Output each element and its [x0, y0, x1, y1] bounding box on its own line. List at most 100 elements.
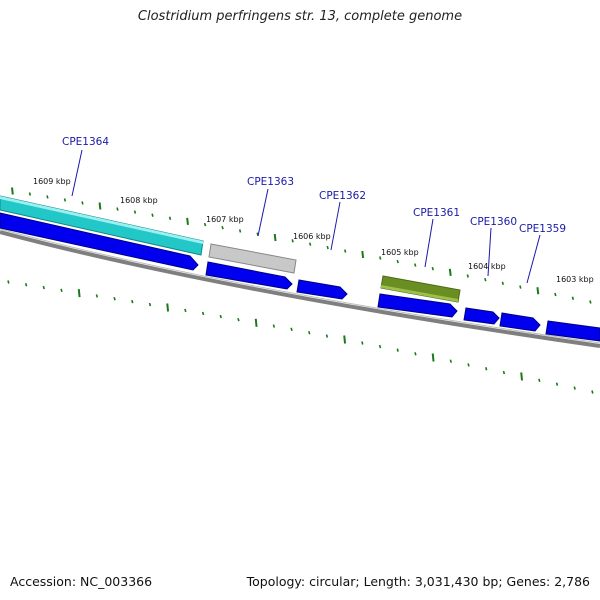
minor-tick: [46, 195, 49, 199]
major-tick: [11, 187, 14, 195]
minor-tick: [272, 324, 276, 328]
major-tick: [536, 287, 540, 295]
minor-tick: [378, 344, 382, 349]
major-tick: [77, 289, 81, 298]
major-tick: [273, 233, 277, 242]
tick-label-1603: 1603 kbp: [556, 275, 594, 284]
genome-backbone: [0, 230, 600, 348]
gene-label-cpe1361[interactable]: CPE1361: [413, 207, 460, 219]
map-title: Clostridium perfringens str. 13, complet…: [137, 9, 463, 24]
minor-tick: [466, 274, 469, 278]
minor-tick: [485, 367, 488, 371]
minor-tick: [184, 308, 187, 313]
minor-tick: [113, 297, 116, 301]
minor-tick: [414, 352, 417, 356]
minor-tick: [538, 378, 541, 383]
minor-tick: [555, 382, 559, 386]
cds-arrow-cpe1360[interactable]: [463, 307, 500, 325]
minor-tick: [95, 294, 99, 298]
minor-tick: [484, 277, 487, 282]
major-tick: [431, 353, 435, 362]
minor-tick: [42, 285, 45, 290]
minor-tick: [148, 302, 152, 307]
leader-cpe1364: [71, 149, 83, 197]
cds-arrow-cpe1364[interactable]: [0, 212, 199, 271]
minor-tick: [379, 256, 382, 260]
minor-tick: [467, 363, 470, 367]
minor-tick: [431, 266, 434, 271]
major-tick: [254, 318, 258, 327]
tick-label-1607: 1607 kbp: [206, 215, 244, 224]
cds-arrow-cpe1363[interactable]: [205, 261, 293, 290]
minor-tick: [151, 213, 154, 217]
cds-arrow-cpe1361[interactable]: [377, 293, 458, 318]
minor-tick: [221, 226, 224, 230]
minor-tick: [589, 300, 592, 304]
minor-tick: [396, 259, 399, 264]
minor-tick: [219, 314, 222, 319]
gene-bar-cpe1361-shade: [381, 285, 458, 302]
minor-tick: [238, 229, 242, 233]
minor-tick: [116, 207, 119, 211]
cds-arrow-right-edge[interactable]: [545, 320, 600, 342]
leader-cpe1361: [424, 218, 434, 268]
minor-tick: [554, 292, 557, 297]
minor-tick: [63, 198, 67, 202]
minor-tick: [201, 311, 205, 316]
minor-tick: [203, 222, 207, 227]
minor-tick: [591, 390, 594, 394]
leader-cpe1359: [526, 234, 541, 284]
minor-tick: [502, 370, 506, 375]
minor-tick: [325, 334, 329, 338]
minor-tick: [308, 330, 311, 335]
major-tick: [361, 250, 365, 259]
gene-bar-cpe1364-shade: [0, 196, 203, 244]
tick-label-1608: 1608 kbp: [120, 196, 158, 205]
major-tick: [520, 372, 524, 381]
tick-label-1606: 1606 kbp: [293, 232, 331, 241]
minor-tick: [290, 327, 293, 332]
cds-arrow-cpe1359[interactable]: [499, 312, 541, 332]
cds-arrow-cpe1362[interactable]: [296, 279, 348, 300]
minor-tick: [133, 210, 137, 214]
leader-cpe1360: [487, 227, 492, 277]
minor-tick: [573, 386, 576, 390]
minor-tick: [396, 348, 399, 352]
minor-tick: [81, 201, 84, 205]
minor-tick: [291, 239, 294, 243]
minor-tick: [7, 280, 10, 284]
genome-backbone-highlight: [0, 228, 600, 344]
minor-tick: [28, 192, 32, 196]
tick-label-1605: 1605 kbp: [381, 248, 419, 257]
minor-tick: [344, 249, 347, 253]
gene-label-cpe1364[interactable]: CPE1364: [62, 136, 109, 148]
minor-tick: [501, 281, 504, 286]
major-tick: [343, 335, 347, 344]
gene-label-cpe1359[interactable]: CPE1359: [519, 223, 566, 235]
minor-tick: [361, 341, 364, 345]
major-tick: [166, 303, 170, 312]
minor-tick: [414, 263, 417, 267]
gene-bar-cpe1363[interactable]: [208, 243, 297, 274]
minor-tick: [326, 245, 329, 250]
tick-label-1604: 1604 kbp: [468, 262, 506, 271]
topology-summary: Topology: circular; Length: 3,031,430 bp…: [246, 574, 590, 589]
minor-tick: [168, 216, 172, 220]
leader-cpe1362: [330, 201, 341, 251]
minor-tick: [24, 283, 28, 287]
minor-tick: [308, 242, 312, 246]
leader-cpe1363: [257, 188, 269, 237]
major-tick: [98, 202, 102, 210]
tick-label-1609: 1609 kbp: [33, 177, 71, 186]
gene-label-cpe1362[interactable]: CPE1362: [319, 190, 366, 202]
major-tick: [448, 268, 452, 276]
minor-tick: [571, 296, 575, 300]
outer-tick-ring: [11, 187, 592, 304]
minor-tick: [449, 359, 452, 363]
minor-tick: [237, 317, 240, 322]
gene-label-cpe1363[interactable]: CPE1363: [247, 176, 294, 188]
minor-tick: [519, 285, 522, 289]
gene-label-cpe1360[interactable]: CPE1360: [470, 216, 517, 228]
minor-tick: [60, 288, 63, 293]
